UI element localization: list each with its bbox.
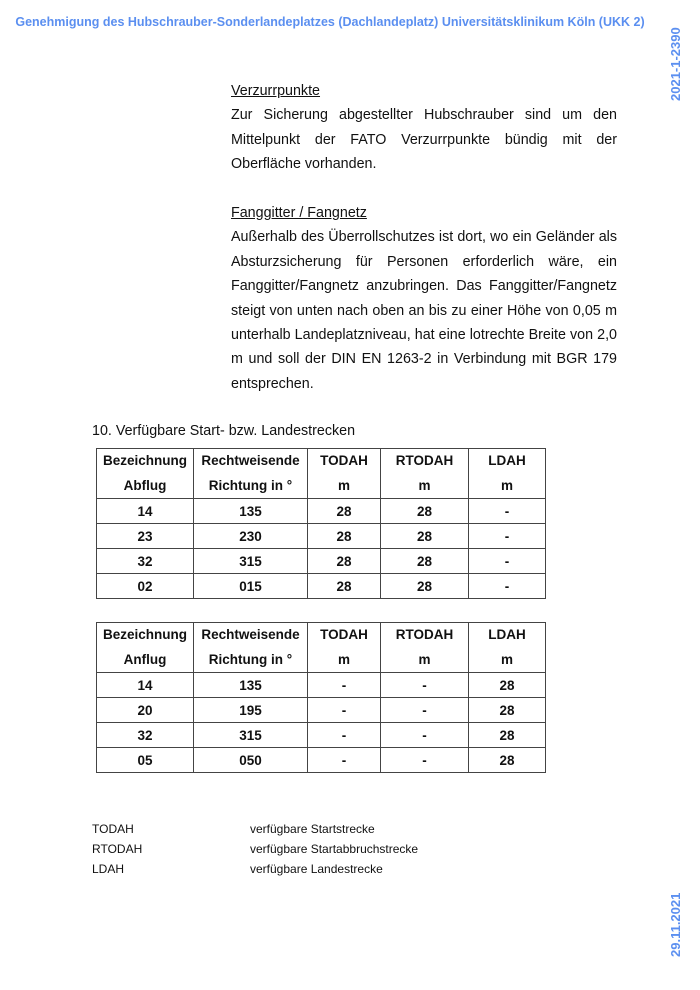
- header-row: Bezeichnung Anflug Rechtweisende Richtung i…: [96, 622, 546, 673]
- section-title: Verzurrpunkte: [231, 83, 321, 99]
- table-cell: 28: [380, 548, 469, 574]
- table-cell: 315: [193, 722, 308, 748]
- legend-desc: verfügbare Landestrecke: [250, 862, 383, 876]
- table-cell: 050: [193, 747, 308, 773]
- column-header: Rechtweisende Richtung in °: [193, 448, 308, 499]
- table-cell: 28: [307, 573, 381, 599]
- legend-desc: verfügbare Startstrecke: [250, 822, 375, 836]
- legend-desc: verfügbare Startabbruchstrecke: [250, 842, 419, 856]
- table-cell: 14: [96, 498, 194, 524]
- column-header: TODAH m: [307, 448, 381, 499]
- legend-term: RTODAH: [92, 842, 143, 856]
- column-header: TODAH m: [307, 622, 381, 673]
- table-cell: -: [307, 747, 381, 773]
- section-verzurrpunkte: Verzurrpunkte Zur Sicherung abgestellter…: [231, 79, 617, 177]
- table-cell: -: [307, 672, 381, 698]
- table-cell: 230: [193, 523, 308, 549]
- table-cell: -: [380, 672, 469, 698]
- column-header: RTODAH m: [380, 622, 469, 673]
- table-row: 23 230 28 28-: [96, 523, 546, 549]
- table-cell: 32: [96, 548, 194, 574]
- table-cell: 23: [96, 523, 194, 549]
- table-cell: 015: [193, 573, 308, 599]
- table-cell: 28: [307, 498, 381, 524]
- table-cell: -: [468, 523, 546, 549]
- table-cell: -: [307, 722, 381, 748]
- table-cell: 135: [193, 498, 308, 524]
- table-cell: 28: [468, 747, 546, 773]
- column-header: LDAH m: [468, 622, 546, 673]
- table-cell: 28: [307, 548, 381, 574]
- table-cell: -: [380, 747, 469, 773]
- table-cell: 32: [96, 722, 194, 748]
- table-cell: 315: [193, 548, 308, 574]
- date-stamp: 29.11.2021: [668, 892, 683, 957]
- reference-number: 2021-1-2390: [668, 27, 683, 101]
- table-cell: 28: [380, 523, 469, 549]
- legend-term: TODAH: [92, 822, 134, 836]
- table-row: 14 135 28 28-: [96, 498, 546, 524]
- section-title: Fanggitter / Fangnetz: [231, 205, 367, 221]
- column-header: Bezeichnung Anflug: [96, 622, 194, 673]
- table-cell: 28: [380, 498, 469, 524]
- table-cell: 05: [96, 747, 194, 773]
- legend-term: LDAH: [92, 862, 125, 876]
- table-cell: 28: [468, 722, 546, 748]
- table-row: 05 050- -28: [96, 747, 546, 773]
- header-row: Bezeichnung Abflug Rechtweisende Richtung i…: [96, 448, 546, 499]
- table-cell: -: [380, 722, 469, 748]
- table-cell: -: [468, 548, 546, 574]
- table-row: 32 315- -28: [96, 722, 546, 748]
- column-header: RTODAH m: [380, 448, 469, 499]
- section-text: Zur Sicherung abgestellter Hubschrauber …: [231, 107, 617, 173]
- legend-row: RTODAH verfügbare Startabbruchstrecke: [92, 839, 418, 859]
- table-anflug: Bezeichnung Anflug Rechtweisende Richtung i…: [96, 622, 546, 773]
- table-cell: 28: [380, 573, 469, 599]
- column-header: Bezeichnung Abflug: [96, 448, 194, 499]
- column-header: Rechtweisende Richtung in °: [193, 622, 308, 673]
- table-row: 14 135- -28: [96, 672, 546, 698]
- table-cell: -: [307, 697, 381, 723]
- legend-row: LDAH verfügbare Landestrecke: [92, 859, 418, 879]
- table-cell: 195: [193, 697, 308, 723]
- table-cell: 135: [193, 672, 308, 698]
- table-cell: -: [380, 697, 469, 723]
- table-cell: 28: [307, 523, 381, 549]
- table-row: 02 015 28 28-: [96, 573, 546, 599]
- table-cell: 20: [96, 697, 194, 723]
- section-fanggitter: Fanggitter / Fangnetz Außerhalb des Über…: [231, 201, 617, 396]
- table-cell: 28: [468, 672, 546, 698]
- legend: TODAH verfügbare Startstrecke RTODAH verfü…: [92, 819, 418, 879]
- page-header: Genehmigung des Hubschrauber-Sonderlande…: [15, 15, 645, 29]
- table-cell: 28: [468, 697, 546, 723]
- section-text: Außerhalb des Überrollschutzes ist dort,…: [231, 229, 617, 392]
- table-row: 32 315 28 28-: [96, 548, 546, 574]
- column-header: LDAH m: [468, 448, 546, 499]
- table-cell: -: [468, 498, 546, 524]
- section-heading: 10. Verfügbare Start- bzw. Landestrecken: [92, 423, 356, 439]
- table-cell: 02: [96, 573, 194, 599]
- table-row: 20 195- -28: [96, 697, 546, 723]
- table-cell: 14: [96, 672, 194, 698]
- table-abflug: Bezeichnung Abflug Rechtweisende Richtung i…: [96, 448, 546, 599]
- table-cell: -: [468, 573, 546, 599]
- legend-row: TODAH verfügbare Startstrecke: [92, 819, 418, 839]
